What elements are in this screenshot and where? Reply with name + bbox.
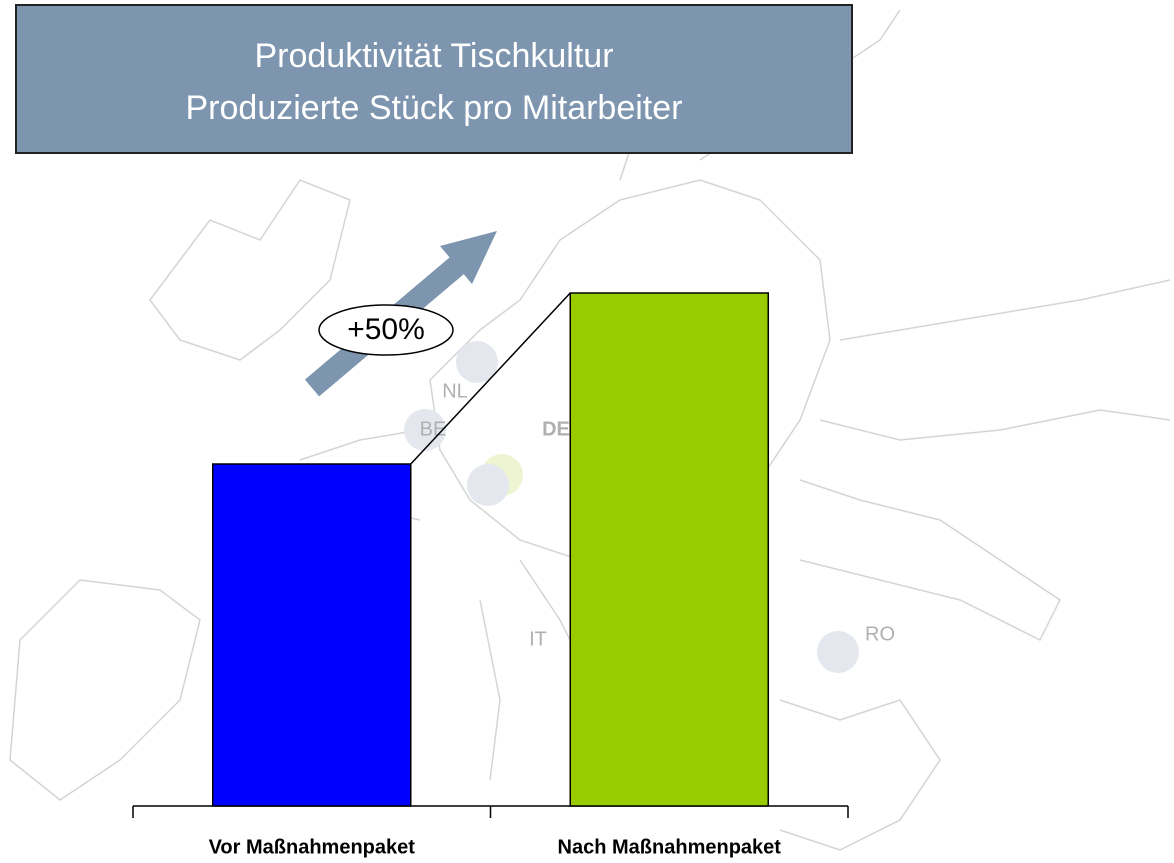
map-label: DE: [542, 418, 570, 440]
map-marker: [404, 409, 446, 451]
chart-title: Produktivität Tischkultur: [254, 37, 613, 75]
bar: [569, 292, 769, 807]
chart-subtitle: Produzierte Stück pro Mitarbeiter: [186, 89, 683, 127]
map-label: RO: [865, 623, 895, 645]
annotation: +50%: [347, 313, 425, 346]
title-box: [15, 4, 853, 154]
map-marker: [817, 631, 859, 673]
annotation-bubble: [318, 304, 454, 356]
map-label: BE: [420, 418, 447, 440]
arrow-head: [440, 231, 497, 284]
x-tick-label: Vor Maßnahmenpaket: [209, 836, 416, 858]
map-label: NL: [442, 380, 468, 402]
map-markers: [404, 341, 859, 673]
connector-line: [410, 292, 571, 465]
map-marker: [456, 341, 498, 383]
x-tick-label: Nach Maßnahmenpaket: [558, 836, 782, 858]
map-marker: [467, 464, 509, 506]
bar: [212, 463, 412, 807]
map-label: IT: [529, 628, 547, 650]
